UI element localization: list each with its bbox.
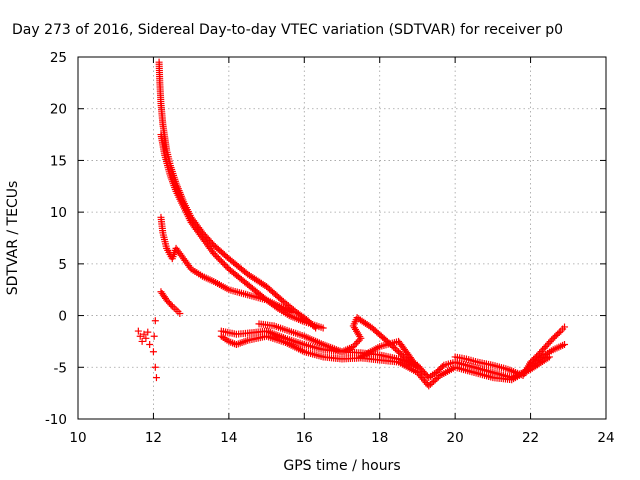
data-point [149,348,157,356]
data-point [176,310,184,318]
data-point [352,339,360,347]
data-point [561,341,569,349]
data-point [391,345,399,353]
data-point [222,262,230,270]
data-point [426,380,434,388]
data-point [546,338,554,346]
x-tick-label: 20 [447,430,464,446]
y-tick-label: 15 [50,153,67,169]
plot-frame [77,56,607,420]
data-point [545,339,553,347]
data-point [219,259,227,267]
data-point [533,352,541,360]
data-point [433,375,441,383]
data-point [543,341,551,349]
data-point [146,341,154,349]
data-point [393,346,401,354]
data-point [136,332,144,340]
data-point [390,343,398,351]
data-point [428,379,436,387]
data-point [134,327,142,335]
series-cluster-early [134,317,160,382]
series-arc-middle [157,213,297,316]
y-tick-label: 0 [58,309,67,325]
data-point [351,341,359,349]
data-point [210,250,218,258]
data-points [134,58,569,390]
y-tick-label: 10 [50,205,67,221]
data-point [561,323,569,331]
data-point [548,336,556,344]
data-point [357,353,365,361]
data-point [152,374,160,382]
data-point [151,317,159,325]
y-tick-label: 5 [58,257,67,273]
data-point [289,308,297,316]
data-point [539,346,547,354]
data-point [545,353,553,361]
data-point [555,329,563,337]
axis-ticks: 10 12 14 16 18 20 22 24 -10 -5 0 5 10 15 20 25 [45,50,615,446]
y-tick-label: 25 [50,50,67,66]
data-point [319,324,327,332]
x-tick-label: 12 [145,430,162,446]
data-point [430,377,438,385]
data-point [542,343,550,351]
data-point [537,348,545,356]
data-point [216,256,224,264]
data-point [396,349,404,357]
y-tick-label: 20 [50,102,67,118]
x-tick-label: 14 [220,430,237,446]
data-point [211,251,219,259]
data-point [540,344,548,352]
y-tick-label: -10 [45,412,67,428]
data-point [150,332,158,340]
x-axis-label: GPS time / hours [283,458,400,474]
data-point [167,301,175,309]
data-point [438,363,446,371]
series-arc-second [157,131,327,332]
data-point [425,382,433,390]
data-point [544,354,552,362]
data-point [213,253,221,261]
data-point [217,257,225,265]
y-tick-label: -5 [54,360,67,376]
data-point [214,254,222,262]
x-tick-label: 16 [296,430,313,446]
data-point [398,351,406,359]
data-point [431,376,439,384]
series-arc-late [255,314,421,371]
data-point [395,348,403,356]
series-band-evening [451,323,569,380]
data-point [220,260,228,268]
data-point [534,351,542,359]
data-point [142,334,150,342]
data-point [151,363,159,371]
data-point [434,373,442,381]
data-point [138,337,146,345]
series-arc-lower [157,288,184,318]
data-point [536,349,544,357]
x-tick-label: 24 [597,430,614,446]
x-tick-label: 10 [69,430,86,446]
data-point [354,338,362,346]
y-axis-label: SDTVAR / TECUs [5,181,21,296]
data-point [140,330,148,338]
data-point [349,343,357,351]
x-tick-label: 22 [522,430,539,446]
chart-title: Day 273 of 2016, Sidereal Day-to-day VTE… [12,22,563,38]
data-point [144,328,152,336]
x-tick-label: 18 [371,430,388,446]
